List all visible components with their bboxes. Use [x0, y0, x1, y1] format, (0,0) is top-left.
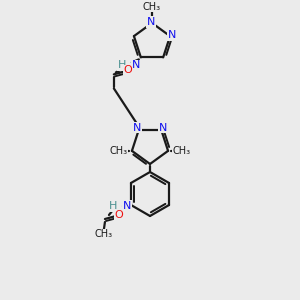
Text: H: H	[118, 60, 126, 70]
Text: O: O	[124, 65, 132, 75]
Text: N: N	[168, 30, 176, 40]
Text: N: N	[147, 17, 155, 27]
Text: CH₃: CH₃	[143, 2, 161, 12]
Text: N: N	[133, 123, 141, 133]
Text: CH₃: CH₃	[95, 229, 113, 239]
Text: H: H	[109, 201, 117, 211]
Text: O: O	[115, 210, 123, 220]
Text: CH₃: CH₃	[172, 146, 190, 156]
Text: N: N	[123, 201, 131, 211]
Text: N: N	[159, 123, 167, 133]
Text: CH₃: CH₃	[110, 146, 128, 156]
Text: N: N	[132, 60, 140, 70]
